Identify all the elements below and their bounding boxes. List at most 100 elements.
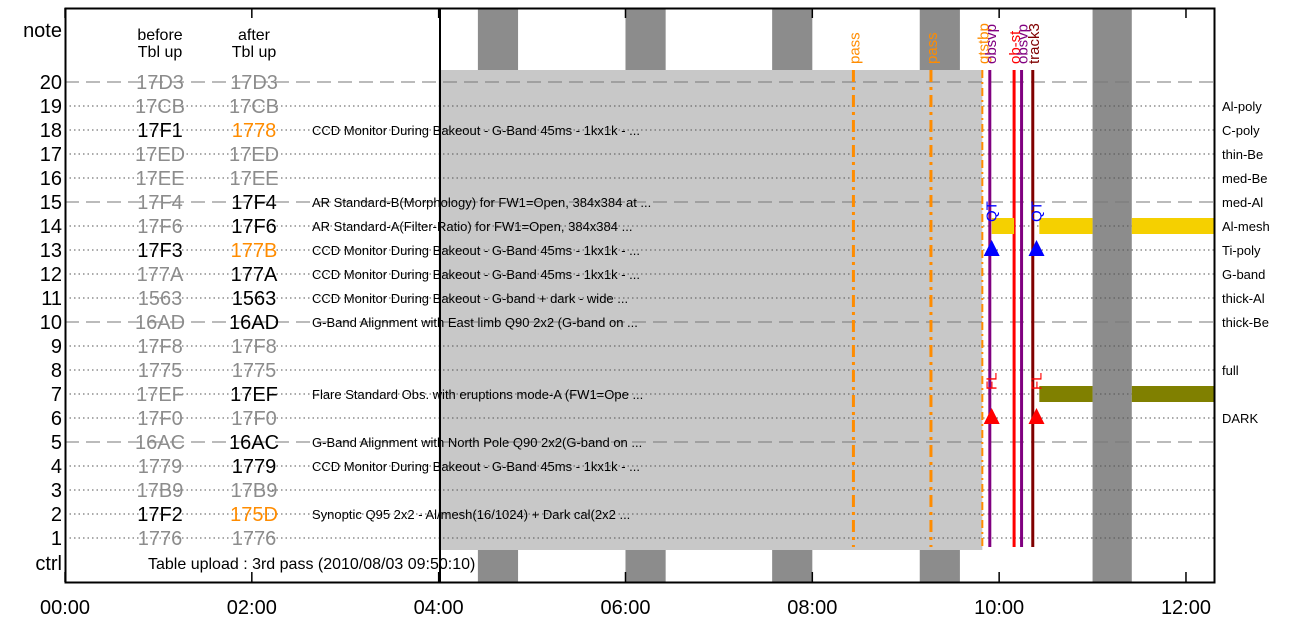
event-label-1: obsvp — [983, 24, 1000, 64]
header-before-line2: Tbl up — [138, 44, 183, 61]
row-number-7: 7 — [51, 384, 62, 406]
row-number-12: 12 — [40, 264, 62, 286]
event-marker-label-2: FL — [984, 372, 1001, 390]
row-number-15: 15 — [40, 192, 62, 214]
background-layer — [438, 8, 1132, 582]
right-label-12: G-band — [1222, 267, 1265, 282]
row-desc-4: CCD Monitor During Bakeout - G-Band 45ms… — [312, 459, 640, 474]
before-code-14: 17F6 — [137, 216, 183, 238]
event-marker-triangle-1 — [1028, 240, 1045, 256]
after-code-9: 17F8 — [231, 336, 277, 358]
before-code-19: 17CB — [135, 96, 185, 118]
right-label-10: thick-Be — [1222, 315, 1269, 330]
row-number-19: 19 — [40, 96, 62, 118]
row-bar-0 — [991, 218, 1015, 234]
event-marker-label-3: FL — [1029, 372, 1046, 390]
row-desc-12: CCD Monitor During Bakeout - G-Band 45ms… — [312, 267, 640, 282]
before-code-11: 1563 — [138, 288, 183, 310]
event-marker-label-0: QT — [984, 201, 1001, 222]
shaded-period — [438, 70, 983, 550]
after-code-2: 175D — [230, 504, 278, 526]
row-number-14: 14 — [40, 216, 62, 238]
after-code-8: 1775 — [232, 360, 277, 382]
before-code-6: 17F0 — [137, 408, 183, 430]
after-code-15: 17F4 — [231, 192, 277, 214]
after-code-7: 17EF — [230, 384, 278, 406]
before-code-10: 16AD — [135, 312, 185, 334]
row-desc-2: Synoptic Q95 2x2 - Al/mesh(16/1024) + Da… — [312, 507, 630, 522]
x-tick-label-3: 06:00 — [600, 597, 650, 619]
frame-layer — [64, 7, 1216, 584]
row-number-10: 10 — [40, 312, 62, 334]
event-marker-label-1: QT — [1029, 201, 1046, 222]
after-code-16: 17EE — [230, 168, 279, 190]
after-code-10: 16AD — [229, 312, 279, 334]
event-marker-triangle-2 — [983, 408, 1000, 424]
row-number-2: 2 — [51, 504, 62, 526]
right-label-15: med-Al — [1222, 195, 1263, 210]
row-number-18: 18 — [40, 120, 62, 142]
x-tick-label-4: 08:00 — [787, 597, 837, 619]
y-axis-label-note: note — [23, 20, 62, 42]
row-desc-11: CCD Monitor During Bakeout - G-band + da… — [312, 291, 628, 306]
row-number-4: 4 — [51, 456, 62, 478]
right-label-11: thick-Al — [1222, 291, 1265, 306]
right-label-8: full — [1222, 363, 1239, 378]
right-label-17: thin-Be — [1222, 147, 1263, 162]
right-label-14: Al-mesh — [1222, 219, 1270, 234]
row-bar-3 — [1039, 386, 1093, 402]
after-code-20: 17D3 — [230, 72, 278, 94]
after-code-19: 17CB — [229, 96, 279, 118]
before-code-7: 17EF — [136, 384, 184, 406]
after-code-12: 177A — [231, 264, 278, 286]
x-tick-label-2: 04:00 — [414, 597, 464, 619]
after-code-3: 17B9 — [231, 480, 278, 502]
row-desc-5: G-Band Alignment with North Pole Q90 2x2… — [312, 435, 642, 450]
before-code-17: 17ED — [135, 144, 185, 166]
row-desc-15: AR Standard-B(Morphology) for FW1=Open, … — [312, 195, 651, 210]
row-number-9: 9 — [51, 336, 62, 358]
before-code-3: 17B9 — [137, 480, 184, 502]
before-code-5: 16AC — [135, 432, 185, 454]
pass-label-1: pass — [924, 32, 941, 64]
after-code-17: 17ED — [229, 144, 279, 166]
row-number-20: 20 — [40, 72, 62, 94]
x-tick-label-0: 00:00 — [40, 597, 90, 619]
plot-frame — [64, 7, 1216, 584]
event-label-4: track3 — [1026, 23, 1043, 64]
before-code-2: 17F2 — [137, 504, 183, 526]
right-label-13: Ti-poly — [1222, 243, 1261, 258]
after-code-13: 177B — [231, 240, 278, 262]
before-code-16: 17EE — [136, 168, 185, 190]
row-desc-7: Flare Standard Obs. with eruptions mode-… — [312, 387, 643, 402]
event-label-3: obsvp — [1015, 24, 1032, 64]
row-number-17: 17 — [40, 144, 62, 166]
row-desc-14: AR Standard-A(Filter-Ratio) for FW1=Open… — [312, 219, 632, 234]
after-code-6: 17F0 — [231, 408, 277, 430]
x-tick-label-1: 02:00 — [227, 597, 277, 619]
row-desc-10: G-Band Alignment with East limb Q90 2x2 … — [312, 315, 638, 330]
dark-band-4 — [1092, 8, 1132, 582]
event-marker-triangle-0 — [983, 240, 1000, 256]
before-code-13: 17F3 — [137, 240, 183, 262]
after-code-4: 1779 — [232, 456, 277, 478]
row-bar-1 — [1039, 218, 1093, 234]
event-marker-triangle-3 — [1028, 408, 1045, 424]
before-code-4: 1779 — [138, 456, 183, 478]
after-code-14: 17F6 — [231, 216, 277, 238]
x-tick-label-5: 10:00 — [974, 597, 1024, 619]
x-tick-label-6: 12:00 — [1161, 597, 1211, 619]
after-code-5: 16AC — [229, 432, 279, 454]
header-before-line1: before — [137, 27, 182, 44]
pass-label-0: pass — [846, 32, 863, 64]
row-number-3: 3 — [51, 480, 62, 502]
right-label-16: med-Be — [1222, 171, 1268, 186]
right-label-19: Al-poly — [1222, 99, 1262, 114]
after-code-1: 1776 — [232, 528, 277, 550]
row-number-13: 13 — [40, 240, 62, 262]
row-number-11: 11 — [41, 288, 62, 310]
before-code-18: 17F1 — [137, 120, 183, 142]
row-number-8: 8 — [51, 360, 62, 382]
event-label-0: gtstbp — [975, 23, 992, 64]
y-axis-label-ctrl: ctrl — [35, 553, 62, 575]
